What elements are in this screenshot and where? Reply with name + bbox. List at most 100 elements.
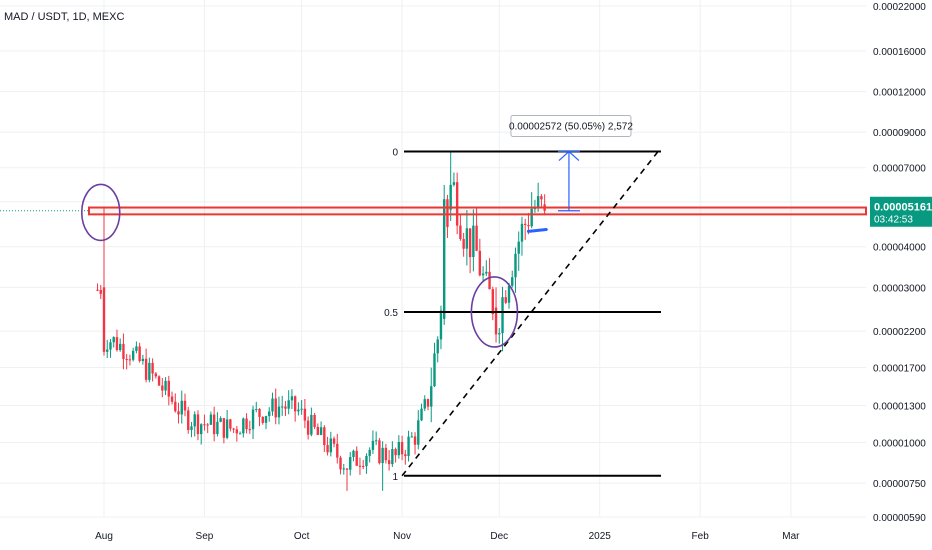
candle [138, 342, 141, 363]
candle [355, 446, 358, 467]
candle-body [381, 447, 384, 464]
candle-body [300, 408, 303, 410]
candle [443, 184, 446, 325]
candle [407, 430, 410, 462]
candle [316, 423, 320, 436]
candle-body [135, 346, 138, 351]
y-tick-label: 0.00009000 [873, 128, 926, 139]
candle-body [187, 410, 190, 431]
measure-label-box [510, 115, 632, 138]
highlight-circle [80, 183, 121, 242]
candle-body [358, 465, 362, 467]
candle [323, 425, 326, 452]
x-tick-label: Feb [692, 531, 710, 542]
candle-body [281, 406, 284, 408]
measure-label: 0.00002572 (50.05%) 2,572 [509, 122, 633, 133]
candle [200, 423, 203, 445]
candle [378, 437, 381, 465]
y-tick-label: 0.00001300 [873, 401, 926, 412]
x-tick-label: Oct [294, 531, 310, 542]
y-tick-label: 0.00002200 [873, 327, 926, 338]
candle [112, 336, 115, 348]
candle-body [183, 400, 187, 411]
candle-body [251, 409, 255, 430]
candle [472, 209, 475, 272]
fib-level-label: 0 [392, 148, 398, 159]
candle [374, 431, 378, 446]
candle [417, 410, 420, 450]
candle [167, 375, 170, 406]
candle-body [481, 273, 485, 276]
candle [420, 403, 423, 422]
candle-body [170, 396, 174, 402]
candle [157, 375, 161, 386]
candle [504, 290, 507, 305]
candle [387, 450, 391, 471]
candle [141, 354, 145, 365]
candle-body [329, 438, 332, 453]
candle [368, 447, 371, 463]
candle [180, 390, 183, 424]
candle [277, 396, 281, 425]
candle [122, 333, 125, 370]
candle [258, 408, 261, 427]
candle-body [468, 228, 472, 258]
candle-body [180, 400, 183, 415]
candle [303, 398, 307, 429]
candle-body [430, 386, 433, 407]
candle [371, 430, 375, 454]
candle-body [452, 182, 456, 185]
price-badge[interactable] [870, 196, 932, 227]
candle [514, 247, 517, 293]
candle-body [520, 223, 524, 242]
candle-body [206, 424, 209, 426]
candle [300, 400, 303, 415]
candle [313, 413, 316, 430]
candle-body [151, 362, 154, 374]
candle-body [459, 225, 462, 239]
candle-body [494, 307, 498, 335]
candle-body [255, 408, 258, 410]
candle [196, 410, 200, 441]
symbol-title: MAD / USDT, 1D, MEXC [4, 11, 124, 23]
candle [449, 151, 452, 221]
candle-body [374, 440, 378, 442]
candle-body [190, 426, 193, 431]
candle [345, 468, 349, 491]
candle [174, 393, 177, 413]
candle [268, 407, 271, 422]
candle-body [229, 419, 232, 429]
candle-body [387, 460, 391, 465]
candle-body [465, 228, 469, 249]
candle [148, 357, 151, 383]
candle-body [504, 297, 507, 303]
candle [410, 432, 413, 438]
x-tick-label: Mar [782, 531, 800, 542]
candle [219, 416, 222, 423]
candle-body [455, 182, 459, 226]
candle-body [316, 427, 320, 435]
candle-body [433, 353, 436, 387]
y-tick-label: 0.00001000 [873, 438, 926, 449]
candle-body [161, 385, 164, 391]
candle-body [446, 199, 449, 227]
candle [306, 416, 310, 440]
candle-body [462, 238, 465, 249]
candle [433, 342, 436, 388]
candle [248, 420, 251, 434]
candle-body [284, 406, 287, 409]
candle-body [222, 418, 226, 438]
candle [232, 427, 235, 433]
candle-body [203, 424, 206, 426]
candle-body [407, 436, 410, 457]
y-tick-label: 0.00003000 [873, 283, 926, 294]
candle [245, 413, 248, 434]
candle-body [423, 399, 426, 409]
candle [339, 455, 342, 475]
candle-body [352, 450, 355, 458]
candle-body [536, 196, 540, 209]
candle-body [511, 277, 514, 286]
candle-body [472, 225, 475, 258]
